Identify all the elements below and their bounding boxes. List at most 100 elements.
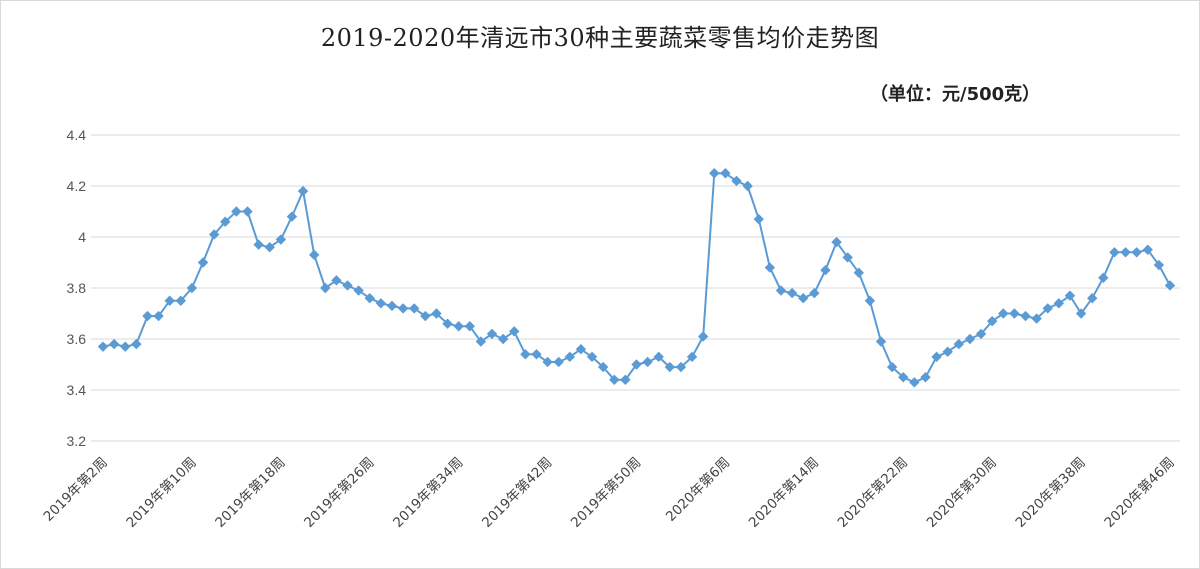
data-point xyxy=(153,310,164,322)
x-tick-label: 2019年第50周 xyxy=(567,454,644,531)
data-point xyxy=(620,374,631,385)
data-point xyxy=(709,168,720,179)
data-point xyxy=(409,303,420,314)
x-tick-label: 2020年第38周 xyxy=(1012,454,1089,531)
data-point xyxy=(264,242,275,253)
data-point xyxy=(631,359,642,370)
data-point xyxy=(1042,303,1053,314)
data-point xyxy=(186,282,198,294)
data-point xyxy=(998,308,1009,319)
data-point xyxy=(642,356,653,368)
data-point xyxy=(420,310,431,322)
x-tick-label: 2019年第10周 xyxy=(123,454,200,531)
data-point xyxy=(920,372,931,383)
data-point xyxy=(675,361,687,373)
y-tick-label: 4.4 xyxy=(67,127,87,143)
data-point xyxy=(653,351,664,363)
data-point xyxy=(953,338,965,350)
data-point xyxy=(297,185,309,197)
data-point xyxy=(97,341,109,352)
data-point xyxy=(720,168,731,179)
data-point xyxy=(331,275,342,286)
data-point xyxy=(531,349,542,360)
data-point xyxy=(464,321,475,332)
data-point xyxy=(898,372,909,383)
data-point xyxy=(275,234,287,245)
data-point xyxy=(931,351,942,363)
data-point xyxy=(386,300,398,312)
data-point xyxy=(475,336,487,347)
data-point xyxy=(1086,293,1098,304)
data-point xyxy=(831,236,842,248)
data-point xyxy=(542,356,553,368)
data-point xyxy=(520,349,531,360)
series-line xyxy=(102,172,1171,384)
chart-title: 2019-2020年清远市30种主要蔬菜零售均价走势图 xyxy=(320,24,880,52)
data-point xyxy=(175,295,187,306)
data-point xyxy=(497,333,509,345)
data-point xyxy=(231,206,242,217)
data-point xyxy=(1020,310,1031,322)
x-tick-label: 2020年第22周 xyxy=(834,454,911,531)
y-tick-label: 3.6 xyxy=(67,331,87,347)
data-point xyxy=(242,206,253,217)
data-point xyxy=(964,333,976,345)
data-point xyxy=(775,285,787,296)
data-point xyxy=(731,175,742,187)
data-point xyxy=(798,293,809,304)
data-point xyxy=(764,262,776,273)
data-point xyxy=(697,331,709,342)
data-point xyxy=(342,280,353,291)
x-tick-label: 2019年第18周 xyxy=(212,454,289,531)
data-point xyxy=(164,295,175,306)
data-point xyxy=(253,239,264,250)
data-point xyxy=(442,318,453,329)
data-point xyxy=(197,257,209,268)
data-point xyxy=(986,315,998,327)
data-point xyxy=(1053,298,1065,309)
data-point xyxy=(364,293,375,304)
data-point xyxy=(609,374,620,385)
data-point xyxy=(786,287,798,299)
data-point xyxy=(809,287,820,299)
data-point xyxy=(1109,247,1120,258)
data-point xyxy=(509,326,520,337)
data-point xyxy=(220,216,231,227)
y-tick-label: 4 xyxy=(78,229,86,245)
data-point xyxy=(853,267,864,278)
data-point xyxy=(1153,259,1165,271)
unit-label: （单位：元/500克） xyxy=(870,84,1041,105)
x-tick-label: 2019年第26周 xyxy=(300,454,377,531)
data-point xyxy=(686,351,698,363)
data-point xyxy=(1031,313,1042,324)
data-point xyxy=(375,298,387,309)
y-tick-label: 4.2 xyxy=(67,178,87,194)
x-tick-label: 2019年第42周 xyxy=(478,454,555,531)
data-point xyxy=(142,310,153,322)
data-point xyxy=(575,344,587,355)
data-point xyxy=(208,229,220,240)
data-point xyxy=(1009,308,1020,319)
x-tick-label: 2019年第34周 xyxy=(389,454,466,531)
data-point xyxy=(308,249,320,261)
data-point xyxy=(320,282,331,294)
data-point xyxy=(742,180,753,192)
y-tick-label: 3.8 xyxy=(67,280,87,296)
data-point xyxy=(942,346,953,357)
series-markers xyxy=(97,168,1176,388)
data-point xyxy=(486,328,498,340)
data-point xyxy=(820,264,831,276)
data-point xyxy=(431,308,442,319)
data-point xyxy=(353,285,364,296)
x-tick-label: 2019年第2周 xyxy=(40,454,111,525)
data-point xyxy=(909,377,920,388)
y-axis-ticks: 3.2 3.4 3.6 3.8 4 4.2 4.4 xyxy=(67,127,87,449)
series-line-path xyxy=(102,172,1171,384)
data-point xyxy=(1131,247,1142,258)
data-point xyxy=(108,338,120,350)
data-point xyxy=(131,338,142,350)
x-tick-label: 2020年第30周 xyxy=(923,454,1000,531)
x-tick-label: 2020年第46周 xyxy=(1101,454,1178,531)
data-point xyxy=(397,303,409,314)
